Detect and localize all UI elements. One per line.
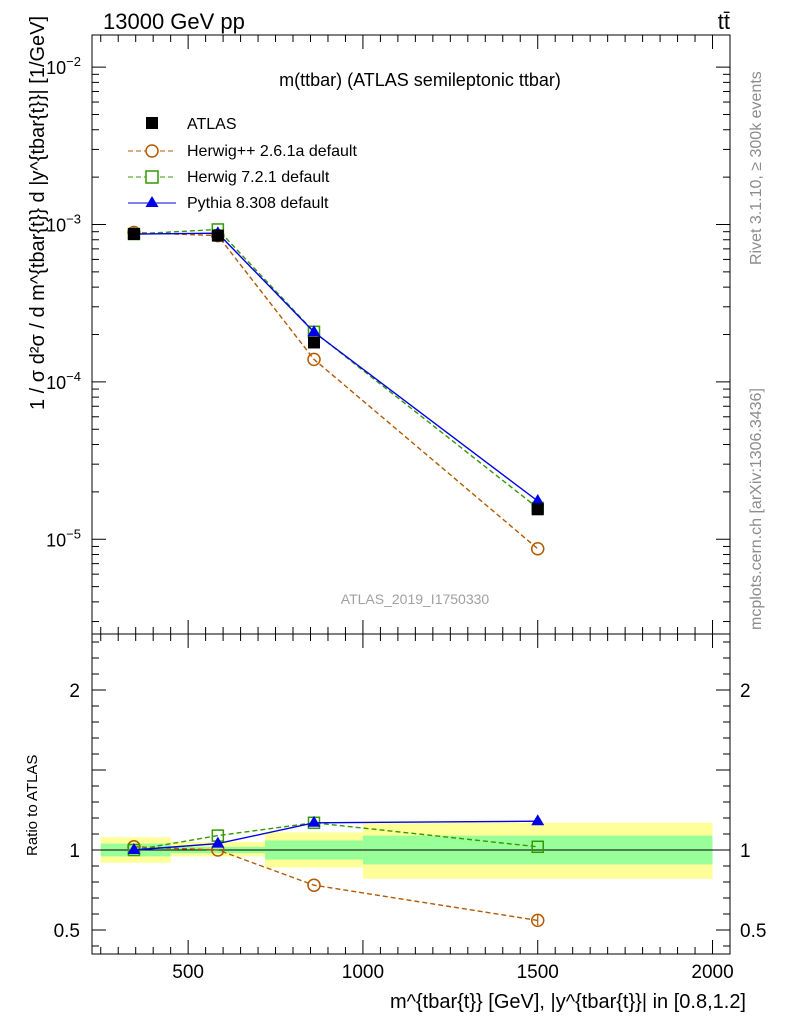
data-point-square [211,229,224,242]
legend-label-herwigpp: Herwig++ 2.6.1a default [187,143,357,160]
ratio-y-tick-label-left: 0.5 [54,921,80,942]
legend-label-herwig7: Herwig 7.2.1 default [187,169,330,186]
ratio-panel-frame [91,633,731,955]
ratio-y-tick-label-left: 2 [69,681,80,702]
data-point-triangle [211,836,225,848]
legend-label-pythia: Pythia 8.308 default [187,195,329,212]
data-point-square [127,228,140,241]
data-point-triangle [307,325,321,337]
data-point-square [307,336,320,349]
data-point-triangle [531,494,545,506]
analysis-label: ATLAS_2019_I1750330 [341,591,490,607]
ratio-series-line [133,822,538,851]
y-tick-label: 10−3 [46,211,81,235]
x-tick-label: 500 [172,962,204,983]
legend-marker-atlas [146,117,158,129]
legend: ATLAS Herwig++ 2.6.1a default Herwig 7.2… [128,116,357,212]
ratio-y-axis-label: Ratio to ATLAS [24,755,41,856]
ratio-y-tick-label-left: 1 [69,841,80,862]
data-point-square [531,503,544,516]
header-right: tt̄ [718,9,730,34]
main-series-line [133,228,539,509]
main-y-axis-label: 1 / σ d²σ / d m^{tbar{t}} d |y^{tbar{t}}… [27,16,49,410]
ratio-series-group [127,814,545,928]
ratio-uncertainty-bands [100,822,713,879]
x-axis-label: m^{tbar{t}} [GeV], |y^{tbar{t}}| in [0.8… [390,991,746,1013]
main-series-line [133,232,539,502]
legend-marker-herwigpp [145,144,159,158]
main-series-line [133,231,539,550]
ratio-y-tick-label-right: 0.5 [740,921,766,942]
legend-marker-pythia [145,196,159,207]
ratio-y-tick-label-right: 2 [740,681,751,702]
main-series-group [127,223,545,556]
data-point-triangle [127,843,141,854]
ratio-y-tick-label-right: 1 [740,841,751,862]
legend-marker-herwig7 [145,170,159,184]
source-label: mcplots.cern.ch [arXiv:1306.3436] [748,388,765,630]
x-tick-label: 1000 [342,962,384,983]
x-tick-label: 1500 [517,962,559,983]
data-point-circle [530,542,545,556]
plot-title: m(ttbar) (ATLAS semileptonic ttbar) [279,70,561,90]
y-tick-label: 10−5 [46,526,81,550]
data-point-open-square [531,840,544,854]
ratio-series-line [133,820,538,851]
header-left: 13000 GeV pp [103,9,245,34]
y-tick-label: 10−4 [46,369,81,393]
main-axis-ticks: 10−2 10−3 10−4 10−5 [46,35,730,634]
x-tick-label: 2000 [691,962,733,983]
data-point-circle [307,878,321,892]
data-point-triangle [307,815,321,827]
data-point-circle [307,352,321,367]
data-point-triangle [531,814,545,826]
y-tick-label: 10−2 [46,54,81,78]
legend-label-atlas: ATLAS [187,116,237,133]
ratio-axis-ticks: 0.5 0.5 1 1 2 2 500 1000 1500 2000 [54,634,766,983]
rivet-label: Rivet 3.1.10, ≥ 300k events [748,71,765,265]
ratio-series-line [133,846,538,922]
